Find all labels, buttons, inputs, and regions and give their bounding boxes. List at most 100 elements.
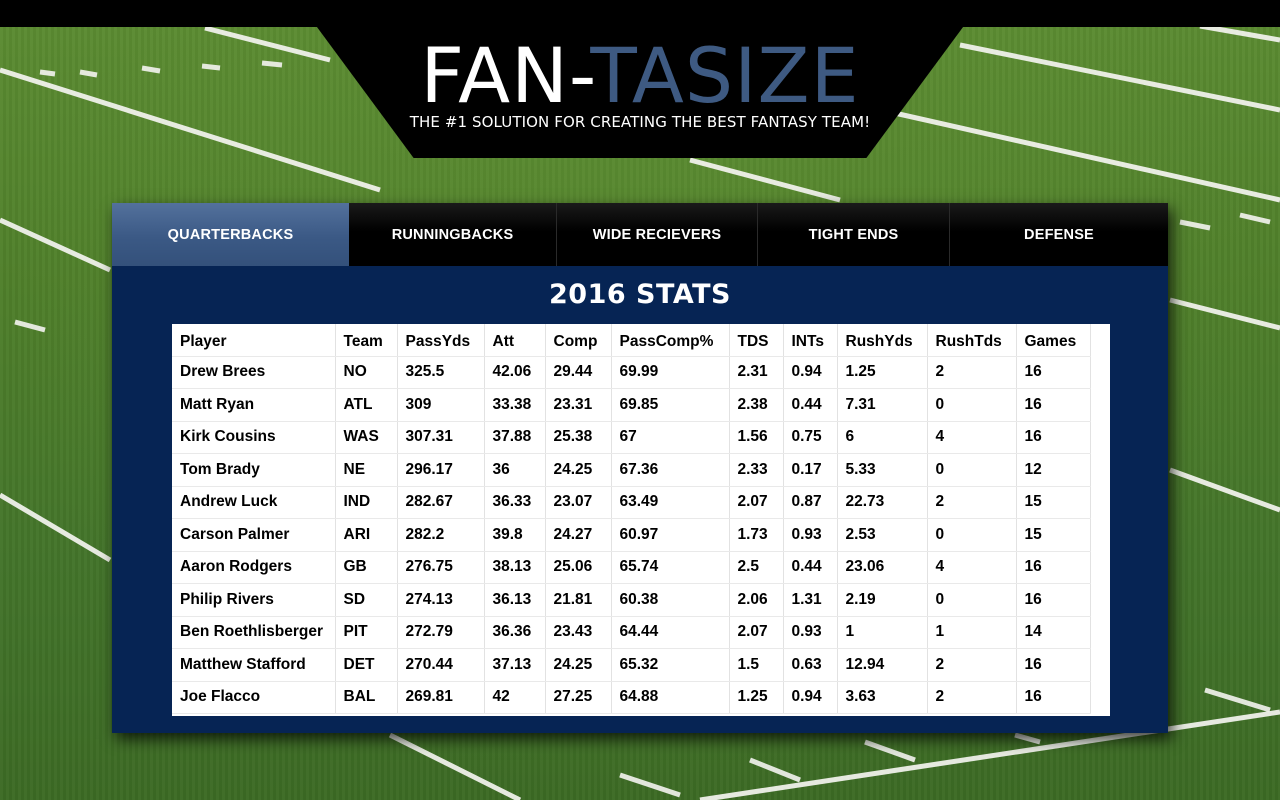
stat-cell: 16 [1016, 681, 1091, 714]
tab-tight-ends[interactable]: TIGHT ENDS [758, 203, 950, 266]
stat-cell: 307.31 [397, 421, 485, 454]
stat-cell: 1.5 [729, 648, 784, 682]
tab-runningbacks[interactable]: RUNNINGBACKS [349, 203, 557, 266]
table-row[interactable]: Aaron Rodgers GB 276.75 38.13 25.06 65.74 2.5 0… [172, 551, 1091, 584]
stat-cell: 24.25 [545, 453, 612, 487]
stat-cell: 274.13 [397, 583, 485, 617]
stat-cell: 67 [611, 421, 730, 454]
stat-cell: 0.93 [783, 616, 838, 649]
column-header[interactable]: Comp [545, 324, 612, 357]
stat-cell: ATL [335, 388, 398, 422]
stat-cell: NE [335, 453, 398, 487]
stat-cell: 270.44 [397, 648, 485, 682]
player-name-cell: Tom Brady [172, 453, 336, 487]
stat-cell: 2.53 [837, 518, 928, 552]
tab-wide-receivers[interactable]: WIDE RECIEVERS [557, 203, 758, 266]
stat-cell: 39.8 [484, 518, 546, 552]
stat-cell: 1.25 [837, 356, 928, 389]
stat-cell: 69.99 [611, 356, 730, 389]
stat-cell: 1.25 [729, 681, 784, 714]
column-header[interactable]: RushYds [837, 324, 928, 357]
stat-cell: 12 [1016, 453, 1091, 487]
stat-cell: 5.33 [837, 453, 928, 487]
table-row[interactable]: Philip Rivers SD 274.13 36.13 21.81 60.38 2.06… [172, 583, 1091, 617]
stat-cell: 65.32 [611, 648, 730, 682]
stat-cell: WAS [335, 421, 398, 454]
stat-cell: 36.13 [484, 583, 546, 617]
app-logo[interactable]: FAN-TASIZE [0, 36, 1280, 116]
stat-cell: 64.88 [611, 681, 730, 714]
stat-cell: 0.87 [783, 486, 838, 519]
stat-cell: 23.06 [837, 551, 928, 584]
stat-cell: 24.27 [545, 518, 612, 552]
stat-cell: 1 [927, 616, 1017, 649]
column-header[interactable]: INTs [783, 324, 838, 357]
stat-cell: 1.73 [729, 518, 784, 552]
stat-cell: 16 [1016, 388, 1091, 422]
stat-cell: 2 [927, 356, 1017, 389]
stat-cell: 25.38 [545, 421, 612, 454]
stat-cell: 12.94 [837, 648, 928, 682]
stat-cell: 6 [837, 421, 928, 454]
tab-quarterbacks[interactable]: QUARTERBACKS [112, 203, 349, 266]
table-row[interactable]: Andrew Luck IND 282.67 36.33 23.07 63.49 2.07 0… [172, 486, 1091, 519]
player-name-cell: Philip Rivers [172, 583, 336, 617]
player-name-cell: Andrew Luck [172, 486, 336, 519]
column-header[interactable]: RushTds [927, 324, 1017, 357]
stat-cell: 0 [927, 583, 1017, 617]
stat-cell: 36 [484, 453, 546, 487]
stat-cell: 64.44 [611, 616, 730, 649]
stat-cell: 16 [1016, 648, 1091, 682]
column-header[interactable]: PassComp% [611, 324, 730, 357]
stat-cell: 65.74 [611, 551, 730, 584]
stat-cell: 27.25 [545, 681, 612, 714]
stat-cell: 16 [1016, 421, 1091, 454]
stat-cell: 0.63 [783, 648, 838, 682]
player-name-cell: Ben Roethlisberger [172, 616, 336, 649]
stat-cell: 15 [1016, 518, 1091, 552]
table-row[interactable]: Kirk Cousins WAS 307.31 37.88 25.38 67 1.56 0.7… [172, 421, 1091, 454]
stats-table-body: Drew Brees NO 325.5 42.06 29.44 69.99 2.31 0.94… [172, 356, 1091, 714]
stats-table-container[interactable]: Player Team PassYds Att Comp PassComp% T… [172, 324, 1110, 716]
stat-cell: 0 [927, 388, 1017, 422]
logo-text-blue: TASIZE [590, 31, 860, 120]
logo-banner [297, 0, 983, 158]
stat-cell: 269.81 [397, 681, 485, 714]
stat-cell: 2 [927, 486, 1017, 519]
stat-cell: NO [335, 356, 398, 389]
stat-cell: 67.36 [611, 453, 730, 487]
column-header[interactable]: Player [172, 324, 336, 357]
stat-cell: 2.07 [729, 616, 784, 649]
table-row[interactable]: Ben Roethlisberger PIT 272.79 36.36 23.43 64.… [172, 616, 1091, 649]
stat-cell: 63.49 [611, 486, 730, 519]
stat-cell: 1 [837, 616, 928, 649]
table-row[interactable]: Drew Brees NO 325.5 42.06 29.44 69.99 2.31 0.94… [172, 356, 1091, 389]
stat-cell: 1.56 [729, 421, 784, 454]
stat-cell: 14 [1016, 616, 1091, 649]
column-header[interactable]: TDS [729, 324, 784, 357]
table-header-row: Player Team PassYds Att Comp PassComp% T… [172, 324, 1091, 357]
table-row[interactable]: Tom Brady NE 296.17 36 24.25 67.36 2.33 0.17 5.3… [172, 453, 1091, 487]
column-header[interactable]: Att [484, 324, 546, 357]
stat-cell: 0.17 [783, 453, 838, 487]
stat-cell: 36.33 [484, 486, 546, 519]
stat-cell: 325.5 [397, 356, 485, 389]
player-name-cell: Kirk Cousins [172, 421, 336, 454]
logo-text-white: FAN- [420, 31, 591, 120]
stat-cell: 22.73 [837, 486, 928, 519]
table-row[interactable]: Joe Flacco BAL 269.81 42 27.25 64.88 1.25 0.94 3… [172, 681, 1091, 714]
column-header[interactable]: Team [335, 324, 398, 357]
table-row[interactable]: Matthew Stafford DET 270.44 37.13 24.25 65.32… [172, 648, 1091, 682]
stat-cell: 1.31 [783, 583, 838, 617]
column-header[interactable]: PassYds [397, 324, 485, 357]
table-row[interactable]: Carson Palmer ARI 282.2 39.8 24.27 60.97 1.73 0… [172, 518, 1091, 552]
column-header[interactable]: Games [1016, 324, 1091, 357]
stat-cell: BAL [335, 681, 398, 714]
tab-defense[interactable]: DEFENSE [950, 203, 1168, 266]
stat-cell: 15 [1016, 486, 1091, 519]
stat-cell: 16 [1016, 583, 1091, 617]
stat-cell: 24.25 [545, 648, 612, 682]
table-row[interactable]: Matt Ryan ATL 309 33.38 23.31 69.85 2.38 0.44 7.… [172, 388, 1091, 422]
stat-cell: 0.44 [783, 388, 838, 422]
